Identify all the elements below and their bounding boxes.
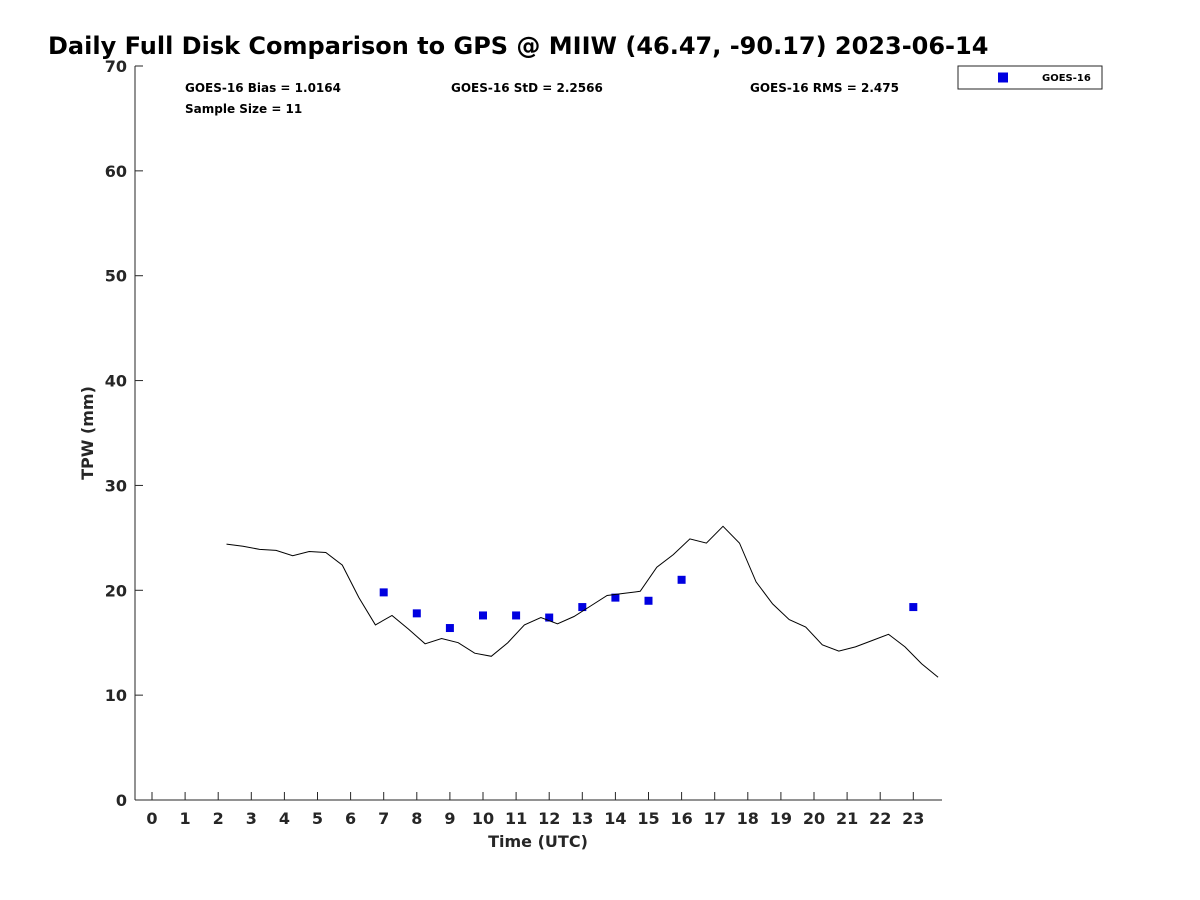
x-tick-label: 10 — [472, 809, 494, 828]
legend-marker-goes16 — [998, 72, 1008, 83]
y-axis: 0 10 20 30 40 50 60 70 TPW (mm) — [78, 57, 143, 810]
goes16-point — [412, 609, 421, 618]
x-tick-label: 0 — [146, 809, 157, 828]
x-tick-label: 23 — [902, 809, 924, 828]
gps-tpw-line — [226, 525, 939, 678]
y-tick-label: 50 — [105, 267, 127, 286]
x-tick-label: 20 — [803, 809, 825, 828]
x-tick-label: 13 — [571, 809, 593, 828]
x-tick-label: 16 — [670, 809, 692, 828]
stat-rms: GOES-16 RMS = 2.475 — [750, 81, 899, 95]
stat-std: GOES-16 StD = 2.2566 — [451, 81, 603, 95]
x-tick-label: 19 — [770, 809, 792, 828]
x-axis-label: Time (UTC) — [488, 832, 588, 851]
y-tick-label: 20 — [105, 581, 127, 600]
x-tick-label: 4 — [279, 809, 290, 828]
y-tick-label: 0 — [116, 791, 127, 810]
x-ticks: 0 1 2 3 4 5 6 7 8 9 10 11 12 13 14 15 16 17 18 19 20 21 22 23 — [146, 792, 924, 828]
y-tick-label: 70 — [105, 57, 127, 76]
x-tick-label: 14 — [604, 809, 626, 828]
chart-title: Daily Full Disk Comparison to GPS @ MIIW… — [48, 32, 988, 60]
x-tick-label: 21 — [836, 809, 858, 828]
x-tick-label: 7 — [378, 809, 389, 828]
legend: GOES-16 — [957, 65, 1103, 90]
x-tick-label: 22 — [869, 809, 891, 828]
x-tick-label: 12 — [538, 809, 560, 828]
x-tick-label: 9 — [444, 809, 455, 828]
y-tick-label: 40 — [105, 372, 127, 391]
legend-box — [957, 65, 1103, 90]
legend-label-goes16: GOES-16 — [1042, 73, 1091, 84]
y-axis-label: TPW (mm) — [78, 386, 97, 480]
y-tick-label: 60 — [105, 162, 127, 181]
x-tick-label: 8 — [411, 809, 422, 828]
x-tick-label: 17 — [704, 809, 726, 828]
y-tick-label: 10 — [105, 686, 127, 705]
goes16-point — [545, 613, 554, 622]
goes16-point — [445, 624, 454, 633]
goes16-point — [644, 596, 653, 605]
plot-area — [226, 525, 939, 678]
stat-bias: GOES-16 Bias = 1.0164 — [185, 81, 341, 95]
x-tick-label: 15 — [637, 809, 659, 828]
goes16-point — [909, 603, 918, 612]
stat-sample-size: Sample Size = 11 — [185, 102, 302, 116]
stats-annotations: GOES-16 Bias = 1.0164 GOES-16 StD = 2.25… — [185, 81, 899, 116]
x-tick-label: 1 — [180, 809, 191, 828]
x-tick-label: 18 — [737, 809, 759, 828]
x-tick-label: 5 — [312, 809, 323, 828]
goes16-point — [479, 611, 487, 620]
goes16-point — [379, 588, 388, 597]
x-tick-label: 11 — [505, 809, 527, 828]
x-tick-label: 2 — [213, 809, 224, 828]
y-ticks: 0 10 20 30 40 50 60 70 — [105, 57, 143, 810]
goes16-point — [677, 575, 686, 584]
goes16-point — [578, 603, 587, 612]
x-tick-label: 3 — [246, 809, 257, 828]
goes16-point — [611, 593, 620, 602]
goes16-point — [512, 611, 521, 620]
x-tick-label: 6 — [345, 809, 356, 828]
y-tick-label: 30 — [105, 476, 127, 495]
x-axis: 0 1 2 3 4 5 6 7 8 9 10 11 12 13 14 15 16 17 18 19 20 21 22 23 T… — [135, 792, 942, 851]
